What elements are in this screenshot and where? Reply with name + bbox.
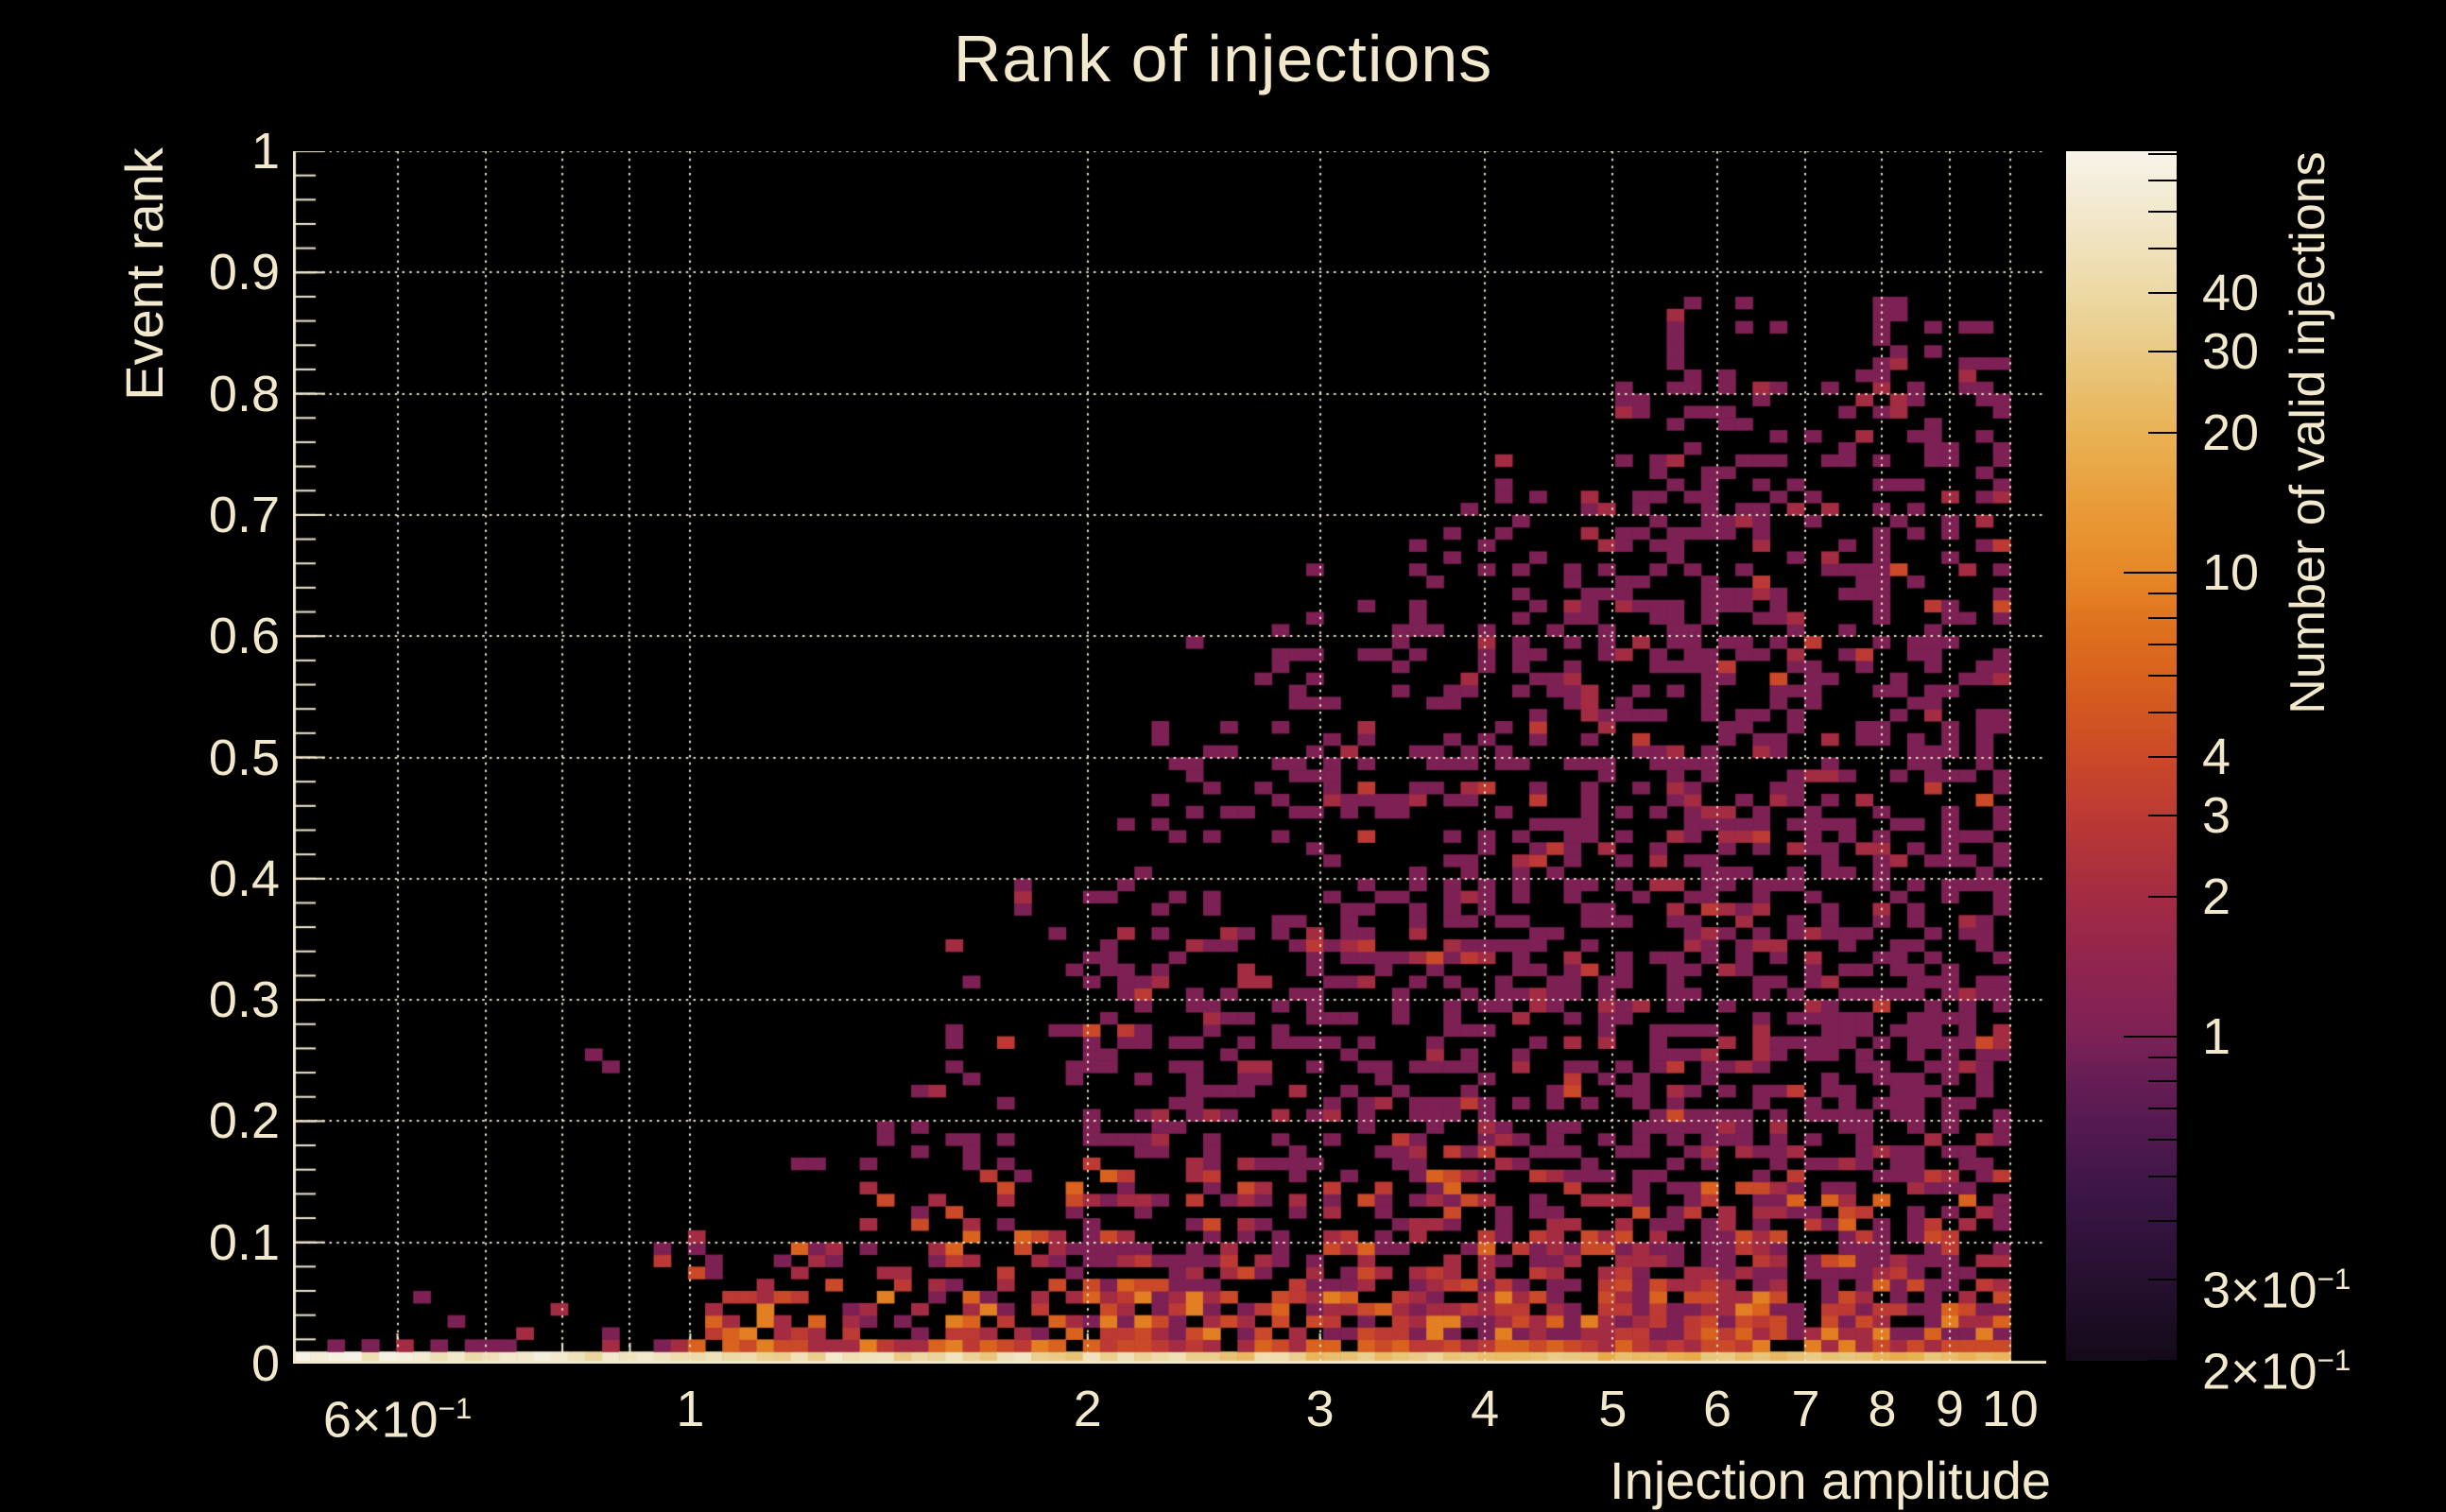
colorbar-tick	[2148, 593, 2177, 595]
x-axis-title: Injection amplitude	[1610, 1451, 2051, 1510]
colorbar-tick	[2148, 152, 2177, 155]
colorbar-tick-label: 2	[2202, 868, 2231, 926]
colorbar-tick	[2148, 616, 2177, 619]
colorbar-tick	[2148, 210, 2177, 213]
colorbar-tick	[2148, 180, 2177, 182]
chart-title: Rank of injections	[953, 22, 1493, 95]
y-tick-label: 0.4	[208, 850, 280, 907]
colorbar-tick	[2148, 1080, 2177, 1083]
colorbar-tick	[2148, 1107, 2177, 1109]
colorbar-tick	[2148, 711, 2177, 713]
colorbar-tick-label: 10	[2202, 543, 2260, 601]
x-tick-label: 8	[1868, 1381, 1897, 1437]
x-tick-label: 5	[1598, 1381, 1628, 1437]
y-tick-label: 0.3	[208, 971, 280, 1029]
colorbar-tick	[2148, 674, 2177, 677]
colorbar-gradient	[2066, 151, 2177, 1361]
colorbar-tick	[2148, 1175, 2177, 1177]
colorbar-tick	[2148, 292, 2177, 295]
colorbar-tick-label: 3×10−1	[2202, 1261, 2351, 1318]
x-tick-label: 10	[1981, 1381, 2039, 1437]
x-tick-label: 9	[1935, 1381, 1964, 1437]
y-tick-label: 0.8	[208, 365, 280, 422]
colorbar-tick	[2148, 247, 2177, 249]
x-tick-label: 6	[1702, 1381, 1732, 1437]
x-tick-label: 2	[1073, 1381, 1102, 1437]
colorbar-title: Number of valid injections	[2281, 151, 2335, 714]
colorbar-tick	[2148, 1278, 2177, 1280]
x-tick-label: 3	[1305, 1381, 1335, 1437]
x-tick-label: 4	[1471, 1381, 1500, 1437]
y-tick-label: 0.2	[208, 1092, 280, 1150]
y-tick-label: 0.7	[208, 486, 280, 543]
x-tick-label: 6×10−1	[322, 1391, 473, 1449]
colorbar-tick	[2148, 1138, 2177, 1141]
colorbar-tick	[2148, 644, 2177, 646]
y-tick-label: 0.1	[208, 1213, 280, 1271]
colorbar-tick	[2124, 1035, 2177, 1038]
plot-area	[293, 151, 2046, 1364]
x-tick-label: 1	[676, 1381, 705, 1437]
colorbar-tick-label: 20	[2202, 404, 2260, 462]
colorbar-tick-label: 4	[2202, 729, 2231, 786]
colorbar-tick	[2148, 1057, 2177, 1059]
colorbar-tick	[2124, 571, 2177, 574]
colorbar-tick-label: 30	[2202, 322, 2260, 380]
colorbar-tick	[2148, 1220, 2177, 1223]
colorbar-tick	[2148, 432, 2177, 435]
colorbar-tick	[2148, 1360, 2177, 1362]
colorbar-tick	[2148, 896, 2177, 899]
colorbar-tick-label: 2×10−1	[2202, 1343, 2351, 1400]
heatmap-canvas	[293, 151, 2046, 1364]
y-tick-label: 0.9	[208, 244, 280, 301]
colorbar-tick-label: 1	[2202, 1007, 2231, 1065]
colorbar-tick	[2148, 756, 2177, 759]
y-tick-label: 1	[250, 123, 280, 180]
y-tick-label: 0	[250, 1335, 280, 1392]
y-tick-label: 0.6	[208, 608, 280, 665]
y-tick-label: 0.5	[208, 729, 280, 786]
x-tick-label: 7	[1791, 1381, 1820, 1437]
colorbar-tick-label: 3	[2202, 786, 2231, 844]
colorbar-tick	[2148, 814, 2177, 816]
colorbar-tick-label: 40	[2202, 265, 2260, 322]
colorbar-tick	[2148, 350, 2177, 352]
